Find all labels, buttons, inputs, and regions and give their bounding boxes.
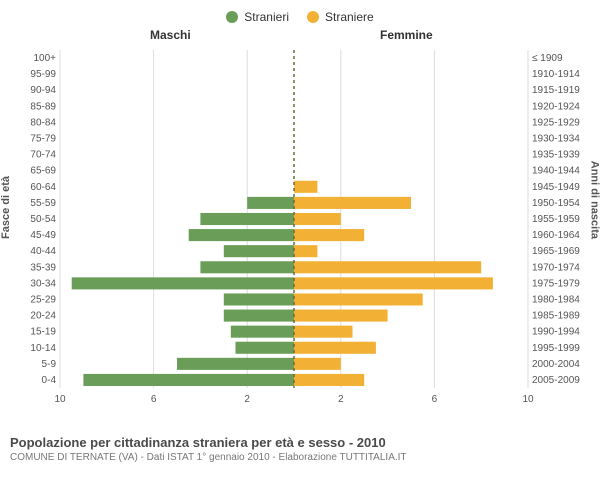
female-side-title: Femmine	[380, 28, 433, 42]
bar-female	[294, 374, 364, 386]
age-tick: 100+	[33, 53, 56, 64]
population-pyramid-chart: 226610100-42005-20095-92000-200410-14199…	[60, 46, 528, 406]
bar-male	[72, 277, 294, 289]
bar-female	[294, 293, 423, 305]
age-tick: 90-94	[30, 85, 56, 96]
bar-female	[294, 326, 353, 338]
birth-tick: 1925-1929	[532, 117, 580, 128]
bar-female	[294, 213, 341, 225]
y-axis-label-left: Fasce di età	[0, 176, 12, 239]
age-tick: 45-49	[30, 230, 56, 241]
age-tick: 85-89	[30, 101, 56, 112]
svg-text:2: 2	[244, 394, 250, 405]
legend: Stranieri Straniere	[0, 0, 600, 28]
age-tick: 65-69	[30, 166, 56, 177]
bar-male	[200, 213, 294, 225]
male-swatch	[226, 11, 238, 23]
birth-tick: 1965-1969	[532, 246, 580, 257]
svg-text:10: 10	[522, 394, 534, 405]
bar-female	[294, 229, 364, 241]
plot-area: Fasce di età Anni di nascita 2 2 6 6 10 10 0-4…	[0, 46, 600, 431]
bar-male	[231, 326, 294, 338]
age-tick: 10-14	[30, 343, 56, 354]
y-axis-label-right: Anni di nascita	[588, 160, 600, 238]
birth-tick: 1910-1914	[532, 69, 580, 80]
birth-tick: 1960-1964	[532, 230, 580, 241]
bar-male	[224, 245, 294, 257]
birth-tick: 1915-1919	[532, 85, 580, 96]
bar-female	[294, 310, 388, 322]
birth-tick: 1975-1979	[532, 278, 580, 289]
side-titles: Maschi Femmine	[0, 28, 600, 46]
age-tick: 95-99	[30, 69, 56, 80]
age-tick: 75-79	[30, 134, 56, 145]
age-tick: 80-84	[30, 117, 56, 128]
bar-female	[294, 181, 317, 193]
age-tick: 30-34	[30, 278, 56, 289]
legend-item-female: Straniere	[307, 10, 374, 24]
caption-title: Popolazione per cittadinanza straniera p…	[10, 435, 590, 450]
birth-tick: 1980-1984	[532, 294, 580, 305]
age-tick: 5-9	[42, 359, 57, 370]
birth-tick: 1945-1949	[532, 182, 580, 193]
legend-female-label: Straniere	[325, 10, 374, 24]
legend-item-male: Stranieri	[226, 10, 289, 24]
female-swatch	[307, 11, 319, 23]
bar-female	[294, 277, 493, 289]
svg-text:6: 6	[432, 394, 438, 405]
bar-male	[200, 261, 294, 273]
bar-female	[294, 197, 411, 209]
age-tick: 20-24	[30, 311, 56, 322]
bar-male	[224, 293, 294, 305]
birth-tick: 1920-1924	[532, 101, 580, 112]
svg-text:2: 2	[338, 394, 344, 405]
birth-tick: 2000-2004	[532, 359, 580, 370]
bar-female	[294, 245, 317, 257]
bar-male	[224, 310, 294, 322]
age-tick: 35-39	[30, 262, 56, 273]
legend-male-label: Stranieri	[244, 10, 289, 24]
birth-tick: 1955-1959	[532, 214, 580, 225]
age-tick: 55-59	[30, 198, 56, 209]
birth-tick: 1990-1994	[532, 327, 580, 338]
age-tick: 50-54	[30, 214, 56, 225]
bar-female	[294, 342, 376, 354]
caption: Popolazione per cittadinanza straniera p…	[0, 431, 600, 463]
birth-tick: 1970-1974	[532, 262, 580, 273]
male-side-title: Maschi	[150, 28, 191, 42]
age-tick: 60-64	[30, 182, 56, 193]
bar-male	[83, 374, 294, 386]
bar-male	[247, 197, 294, 209]
bar-male	[236, 342, 295, 354]
birth-tick: 1995-1999	[532, 343, 580, 354]
birth-tick: 1940-1944	[532, 166, 580, 177]
bar-male	[189, 229, 294, 241]
age-tick: 40-44	[30, 246, 56, 257]
birth-tick: 2005-2009	[532, 375, 580, 386]
birth-tick: 1985-1989	[532, 311, 580, 322]
caption-subtitle: COMUNE DI TERNATE (VA) - Dati ISTAT 1° g…	[10, 450, 590, 463]
age-tick: 25-29	[30, 294, 56, 305]
age-tick: 15-19	[30, 327, 56, 338]
birth-tick: 1950-1954	[532, 198, 580, 209]
birth-tick: 1930-1934	[532, 134, 580, 145]
birth-tick: 1935-1939	[532, 150, 580, 161]
svg-text:6: 6	[151, 394, 157, 405]
bar-male	[177, 358, 294, 370]
svg-text:10: 10	[54, 394, 66, 405]
birth-tick: ≤ 1909	[532, 53, 563, 64]
age-tick: 70-74	[30, 150, 56, 161]
age-tick: 0-4	[42, 375, 57, 386]
bar-female	[294, 261, 481, 273]
bar-female	[294, 358, 341, 370]
